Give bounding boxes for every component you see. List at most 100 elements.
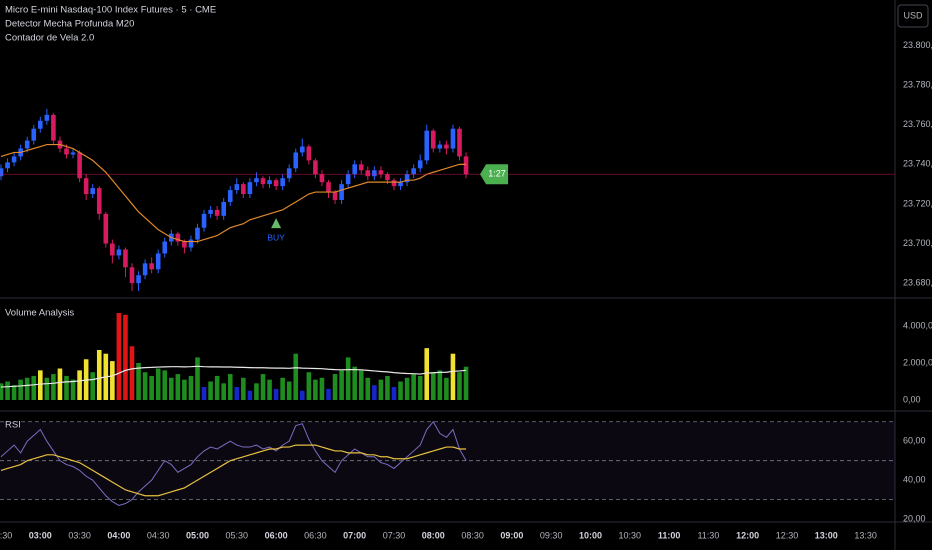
pane-title: Volume Analysis [5, 308, 74, 319]
x-tick-label: 10:00 [579, 530, 602, 540]
candle-body [70, 152, 76, 155]
volume-bar [149, 375, 154, 400]
volume-bar [90, 372, 95, 400]
volume-bar [18, 379, 23, 400]
candle-body [365, 170, 371, 177]
rsi-line [0, 420, 467, 506]
candle-body [38, 120, 43, 129]
x-tick-label: 11:30 [697, 530, 719, 540]
volume-bar [11, 385, 17, 400]
candle-body [339, 184, 344, 200]
volume-bar [96, 350, 102, 400]
volume-bar [208, 381, 213, 400]
candle-body [450, 128, 456, 149]
volume-bar [352, 366, 357, 400]
volume-average [0, 365, 467, 388]
x-tick-label: 13:30 [854, 530, 877, 540]
candle-body [155, 253, 161, 270]
volume-bar [260, 374, 266, 400]
y-tick-label: 23.780,00 [903, 80, 932, 90]
x-tick-label: 10:30 [619, 530, 642, 540]
currency-button[interactable] [897, 4, 929, 28]
volume-bar [142, 372, 148, 400]
x-tick-label: 07:00 [343, 530, 366, 540]
candle-body [201, 213, 207, 228]
volume-bar [155, 368, 161, 400]
volume-bar [450, 353, 456, 400]
candle-body [431, 130, 436, 149]
candle-body [293, 152, 299, 169]
volume-bar [463, 366, 469, 400]
volume-bar [175, 374, 181, 400]
candle-body [103, 213, 109, 244]
volume-bar [326, 388, 331, 400]
candle-body [273, 180, 279, 187]
indicator-label: Detector Mecha Profunda M20 [5, 19, 134, 30]
x-tick-label: 07:30 [383, 530, 406, 540]
x-tick-label: 08:30 [461, 530, 484, 540]
signal-label: BUY [267, 232, 285, 242]
candle-body [149, 263, 154, 270]
volume-bar [201, 387, 207, 400]
volume-bar [24, 377, 30, 400]
candle-body [83, 178, 89, 195]
candle-body [313, 160, 318, 175]
volume-bar [247, 390, 253, 400]
candle-body [208, 209, 213, 214]
candle-body [90, 188, 95, 195]
candle-body [352, 164, 357, 175]
x-tick-label: 09:30 [540, 530, 563, 540]
y-tick-label: 40,00 [903, 475, 926, 485]
volume-bar [5, 381, 10, 400]
candle-body [214, 209, 220, 216]
candle-body [300, 146, 305, 153]
candle-body [24, 140, 30, 149]
candle-body [162, 241, 168, 254]
candle-body [221, 201, 226, 216]
volume-bar [404, 377, 410, 400]
candle-body [241, 184, 246, 195]
x-tick-label: 04:00 [107, 530, 130, 540]
volume-bar [221, 383, 226, 400]
candle-body [96, 188, 102, 214]
candle-body [123, 249, 128, 268]
volume-bar [345, 357, 351, 400]
candle-body [64, 148, 69, 155]
candle-body [463, 156, 469, 175]
volume-bar [38, 370, 43, 400]
candle-body [319, 174, 325, 183]
x-tick-label: 02:30 [0, 530, 12, 540]
x-tick-label: 06:00 [265, 530, 288, 540]
currency-label[interactable]: USD [903, 10, 923, 20]
candle-body [195, 227, 200, 240]
volume-bar [398, 381, 403, 400]
volume-bar [110, 361, 115, 400]
volume-bar [431, 372, 436, 400]
volume-bar [123, 314, 128, 400]
volume-bar [267, 379, 272, 400]
volume-bar [64, 375, 69, 400]
volume-bar [372, 385, 377, 400]
countdown-label: 1:27 [488, 169, 506, 179]
volume-bar [378, 379, 384, 400]
candle-body [391, 180, 397, 187]
volume-bar [162, 370, 168, 400]
volume-bar [339, 370, 344, 400]
candle-body [182, 241, 187, 248]
candle-body [424, 130, 430, 161]
volume-bar [313, 379, 318, 400]
candle-body [129, 267, 135, 284]
candle-body [372, 170, 377, 177]
volume-bar [227, 374, 233, 400]
y-tick-label: 60,00 [903, 436, 926, 446]
moving-average [0, 143, 467, 243]
volume-bar [457, 372, 462, 400]
candle-body [267, 180, 272, 185]
volume-bar [273, 388, 279, 400]
y-tick-label: 2.000,00 [903, 357, 932, 367]
candle-body [358, 164, 364, 171]
candle-body [136, 275, 141, 284]
x-tick-label: 08:00 [422, 530, 445, 540]
volume-bar [365, 377, 371, 400]
